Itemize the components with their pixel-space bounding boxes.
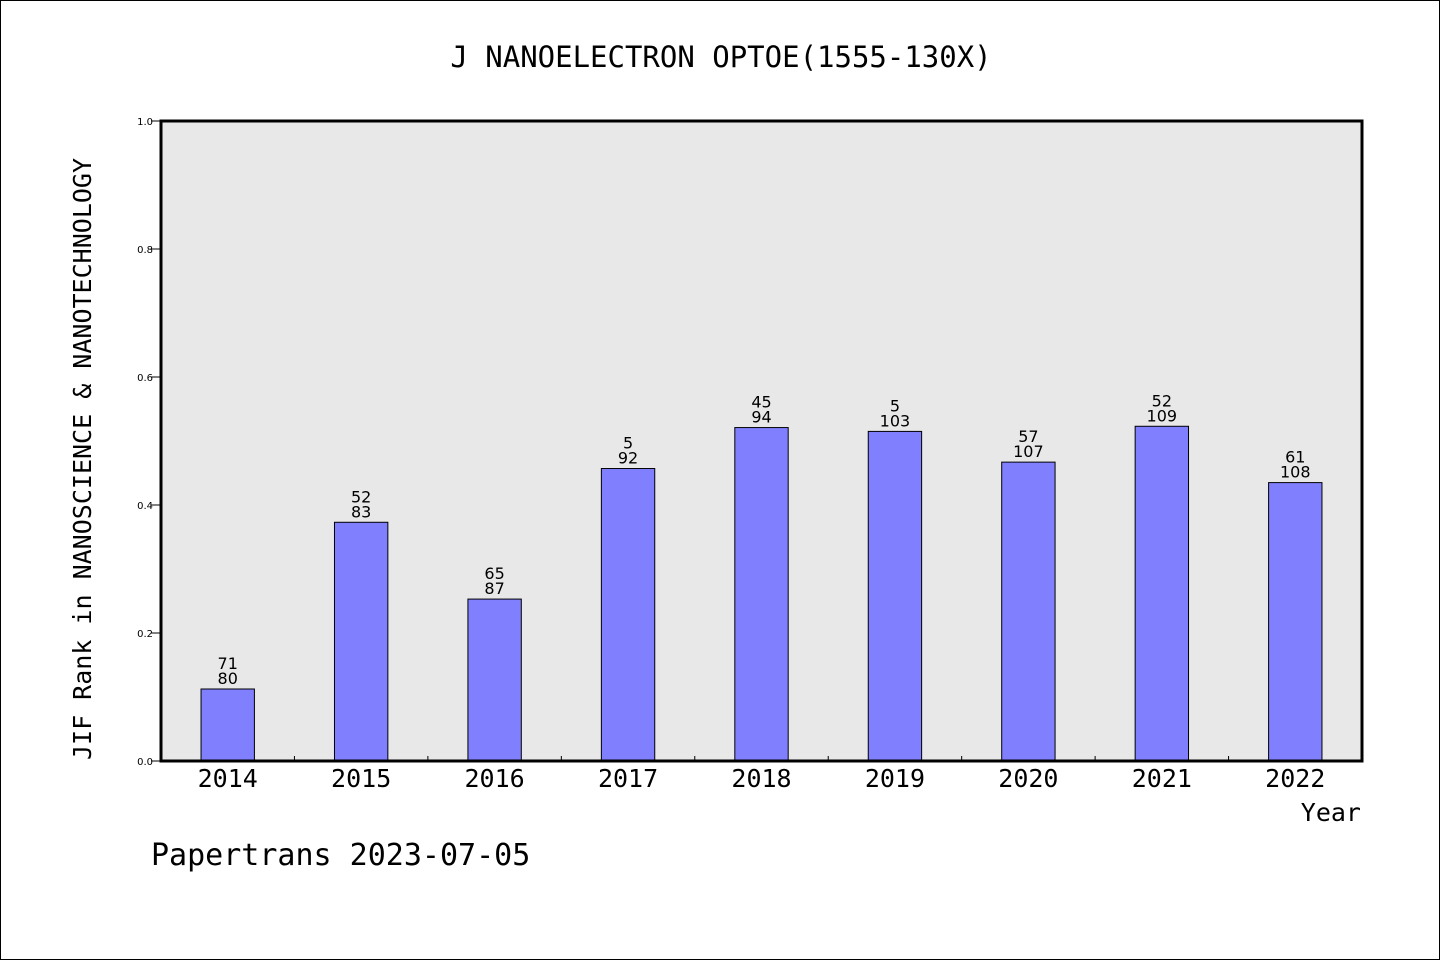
bars (200, 425, 1323, 762)
y-tick-label: 0.0 (137, 757, 153, 768)
y-axis: 0.0 0.2 0.4 0.6 0.8 1.0 (137, 117, 161, 768)
x-tick-label: 2021 (1132, 764, 1192, 793)
bar-2014 (200, 688, 255, 762)
bar-total-label: 92 (618, 449, 638, 468)
x-tick-label: 2020 (998, 764, 1058, 793)
x-axis: 2014 2015 2016 2017 2018 2019 2020 2021 2022 (198, 756, 1325, 793)
bar-2021 (1134, 425, 1190, 762)
bar-rank-label: 65 (484, 564, 504, 583)
x-tick-label: 2014 (198, 764, 258, 793)
y-tick-label: 0.6 (137, 373, 153, 384)
bar-2015 (333, 521, 389, 762)
x-tick-label: 2018 (731, 764, 791, 793)
bar-2016 (467, 598, 522, 762)
bar-total-label: 87 (484, 579, 504, 598)
y-axis-label: JIF Rank in NANOSCIENCE & NANOTECHNOLOGY (68, 158, 97, 760)
bar-total-label: 109 (1147, 406, 1178, 425)
bar-total-label: 94 (751, 408, 771, 427)
bar-rank-label: 5 (890, 396, 900, 415)
bar-rank-label: 71 (218, 654, 238, 673)
bar-2019 (867, 430, 923, 762)
bar-rank-label: 52 (351, 487, 371, 506)
x-tick-label: 2015 (331, 764, 391, 793)
bar-2020 (1001, 461, 1056, 762)
footer-credit: Papertrans 2023-07-05 (151, 838, 530, 873)
bar-total-label: 80 (218, 669, 238, 688)
x-tick-label: 2019 (865, 764, 925, 793)
bar-rank-label: 5 (623, 434, 633, 453)
y-tick-label: 1.0 (137, 117, 153, 128)
bar-total-label: 103 (880, 411, 911, 430)
x-tick-label: 2022 (1265, 764, 1325, 793)
bar-rank-label: 61 (1285, 448, 1305, 467)
x-tick-label: 2017 (598, 764, 658, 793)
bar-rank-label: 45 (751, 393, 771, 412)
y-tick-label: 0.8 (137, 245, 153, 256)
bar-2017 (600, 468, 656, 762)
y-tick-label: 0.2 (137, 629, 153, 640)
bar-2022 (1268, 482, 1323, 762)
y-tick-label: 0.4 (137, 501, 153, 512)
bar-rank-label: 52 (1152, 391, 1172, 410)
x-axis-label: Year (1301, 798, 1361, 827)
plot-frame (159, 119, 1364, 763)
chart-title: J NANOELECTRON OPTOE(1555-130X) (450, 40, 991, 74)
bar-total-label: 83 (351, 502, 371, 521)
bar-rank-label: 57 (1018, 427, 1038, 446)
bar-total-label: 107 (1013, 442, 1044, 461)
bar-total-label: 108 (1280, 463, 1311, 482)
x-tick-label: 2016 (465, 764, 525, 793)
bar-2018 (734, 427, 789, 762)
